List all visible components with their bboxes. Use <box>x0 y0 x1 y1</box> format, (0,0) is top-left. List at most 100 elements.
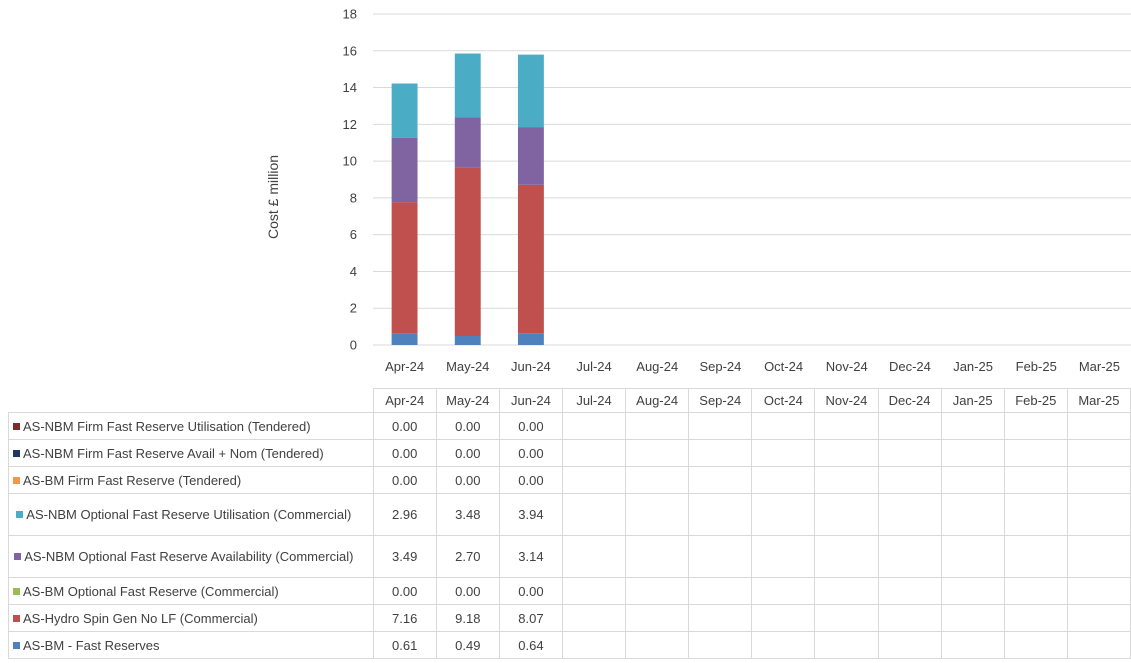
table-cell <box>1003 604 1068 632</box>
y-tick-label: 12 <box>343 117 357 132</box>
x-tick-label: Aug-24 <box>636 359 678 374</box>
table-row: AS-NBM Optional Fast Reserve Utilisation… <box>8 493 1131 536</box>
x-tick-label: Jun-24 <box>511 359 551 374</box>
table-column-header: Apr-24 <box>372 388 437 413</box>
table-cell <box>1003 439 1068 467</box>
bar-segment <box>517 333 544 345</box>
table-cell <box>561 466 627 494</box>
y-tick-label: 10 <box>343 154 357 169</box>
table-cell <box>561 604 627 632</box>
table-cell: 9.18 <box>435 604 500 632</box>
table-column-header: Sep-24 <box>688 388 753 413</box>
y-tick-label: 18 <box>343 7 357 22</box>
x-tick-label: Feb-25 <box>1016 359 1057 374</box>
series-name-cell: AS-NBM Optional Fast Reserve Availabilit… <box>8 535 374 578</box>
table-cell <box>625 493 690 536</box>
table-cell: 2.96 <box>372 493 437 536</box>
series-name: AS-BM Firm Fast Reserve (Tendered) <box>23 472 242 488</box>
table-cell <box>940 631 1005 659</box>
table-cell: 0.49 <box>435 631 500 659</box>
table-cell <box>688 577 753 605</box>
table-cell: 0.64 <box>498 631 563 659</box>
x-tick-label: Jul-24 <box>576 359 611 374</box>
table-cell <box>1003 535 1068 578</box>
bar-segment <box>391 137 418 203</box>
table-cell: 0.00 <box>498 466 563 494</box>
table-cell <box>877 604 942 632</box>
table-cell <box>625 466 690 494</box>
table-cell: 0.00 <box>435 439 500 467</box>
bars <box>391 53 544 345</box>
series-name-cell: AS-BM Firm Fast Reserve (Tendered) <box>8 466 374 494</box>
table-cell <box>940 412 1005 440</box>
table-cell: 0.00 <box>498 412 563 440</box>
table-corner <box>9 389 374 413</box>
series-name-cell: AS-NBM Firm Fast Reserve Utilisation (Te… <box>8 412 374 440</box>
table-header-row: Apr-24 May-24 Jun-24 Jul-24 Aug-24 Sep-24 Oct-… <box>9 388 1131 413</box>
table-cell <box>940 577 1005 605</box>
table-cell <box>877 577 942 605</box>
tick-labels: 0 2 4 6 8 10 12 14 16 18 Apr-24 May-24 Jun-24 Jul-24 A… <box>343 7 1120 375</box>
series-name-cell: AS-NBM Firm Fast Reserve Avail + Nom (Te… <box>8 439 374 467</box>
table-cell <box>1066 577 1131 605</box>
table-row: AS-NBM Optional Fast Reserve Availabilit… <box>8 535 1131 578</box>
x-tick-label: Mar-25 <box>1079 359 1120 374</box>
table-column-header: Aug-24 <box>625 388 690 413</box>
table-cell <box>751 604 816 632</box>
table-cell <box>814 439 879 467</box>
table-cell <box>751 535 816 578</box>
table-cell <box>751 466 816 494</box>
table-cell: 0.00 <box>372 412 437 440</box>
bar-segment <box>517 54 544 128</box>
table-cell <box>940 535 1005 578</box>
table-cell <box>1003 631 1068 659</box>
series-name: AS-NBM Firm Fast Reserve Avail + Nom (Te… <box>23 445 324 461</box>
table-column-header: Nov-24 <box>814 388 879 413</box>
legend-key <box>16 511 24 518</box>
table-cell <box>1066 412 1131 440</box>
table-cell <box>940 493 1005 536</box>
table-cell <box>1003 577 1068 605</box>
table-row: AS-BM Optional Fast Reserve (Commercial)… <box>8 577 1131 605</box>
legend-key <box>13 614 20 622</box>
series-name: AS-NBM Optional Fast Reserve Utilisation… <box>26 507 352 522</box>
table-cell <box>625 577 690 605</box>
table-cell <box>814 604 879 632</box>
y-tick-label: 2 <box>350 301 357 316</box>
table-cell <box>688 412 753 440</box>
table-cell <box>814 412 879 440</box>
table-cell <box>688 439 753 467</box>
table-cell <box>688 631 753 659</box>
bar-segment <box>454 53 481 118</box>
table-cell: 0.00 <box>498 439 563 467</box>
y-tick-label: 0 <box>350 338 357 353</box>
y-tick-label: 14 <box>343 80 357 95</box>
table-cell <box>877 493 942 536</box>
table-cell <box>625 604 690 632</box>
table-cell <box>877 466 942 494</box>
table-column-header: Jan-25 <box>940 388 1005 413</box>
gridlines <box>373 13 1131 346</box>
table-cell <box>1066 493 1131 536</box>
data-table: Apr-24 May-24 Jun-24 Jul-24 Aug-24 Sep-24 Oct-… <box>8 388 1131 659</box>
table-cell <box>877 631 942 659</box>
table-row: AS-Hydro Spin Gen No LF (Commercial) 7.16… <box>8 604 1131 632</box>
table-cell <box>561 535 627 578</box>
table-column-header: May-24 <box>435 388 500 413</box>
series-name-cell: AS-BM - Fast Reserves <box>8 631 374 659</box>
table-cell <box>1066 604 1131 632</box>
table-column-header: Mar-25 <box>1066 388 1131 413</box>
stacked-bar-chart: 0 2 4 6 8 10 12 14 16 18 Apr-24 May-24 Jun-24 Jul-24 A… <box>265 7 1131 375</box>
table-cell <box>751 631 816 659</box>
table-cell: 3.14 <box>498 535 563 578</box>
table-cell <box>877 412 942 440</box>
table-cell: 8.07 <box>498 604 563 632</box>
table-cell <box>561 577 627 605</box>
legend-key <box>13 587 20 595</box>
table-cell <box>1066 631 1131 659</box>
table-cell: 0.61 <box>372 631 437 659</box>
x-tick-label: Oct-24 <box>764 359 803 374</box>
table-cell <box>751 493 816 536</box>
legend-key <box>13 422 20 430</box>
y-axis-title: Cost £ million <box>265 155 281 239</box>
